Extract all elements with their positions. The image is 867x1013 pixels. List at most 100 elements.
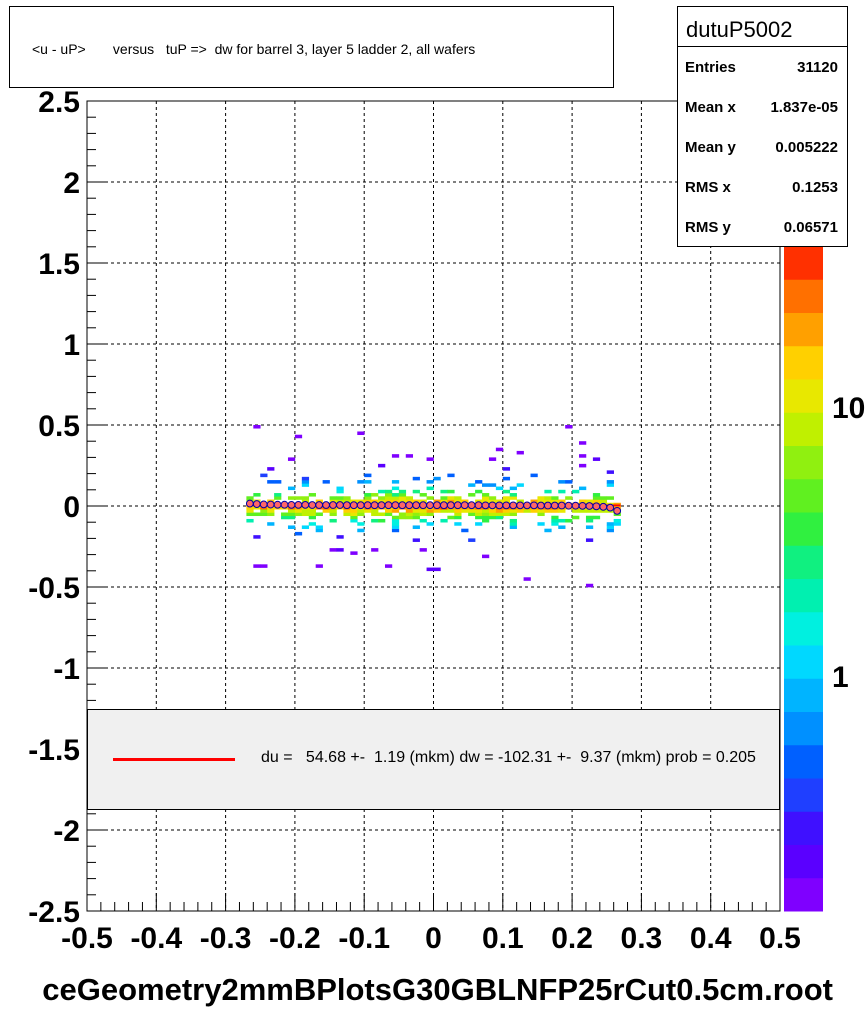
heatmap-cell xyxy=(488,496,497,500)
heatmap-cell xyxy=(336,548,344,552)
profile-point xyxy=(280,500,289,509)
heatmap-cell xyxy=(433,509,441,513)
heatmap-cell xyxy=(558,489,566,494)
heatmap-cell xyxy=(585,538,594,542)
heatmap-cell xyxy=(426,457,434,461)
heatmap-cell xyxy=(426,486,434,491)
heatmap-cell xyxy=(606,522,614,526)
heatmap-cell xyxy=(523,509,531,513)
heatmap-cell xyxy=(315,564,323,568)
heatmap-cell xyxy=(488,515,497,520)
heatmap-cell xyxy=(572,509,580,513)
heatmap-cell xyxy=(405,515,414,520)
heatmap-cell xyxy=(579,463,587,468)
palette-swatch xyxy=(784,811,823,845)
heatmap-cell xyxy=(495,447,504,452)
heatmap-cell xyxy=(405,512,414,517)
heatmap-cell xyxy=(565,496,573,500)
profile-point xyxy=(578,501,587,510)
heatmap-cell xyxy=(308,493,316,497)
heatmap-cell xyxy=(544,496,552,500)
heatmap-cell xyxy=(488,457,497,461)
plot-title-box: <u - uP> versus tuP => dw for barrel 3, … xyxy=(9,6,614,88)
heatmap-cell xyxy=(461,499,469,504)
heatmap-cell xyxy=(585,525,594,529)
heatmap-cell xyxy=(475,515,483,520)
heatmap-cell xyxy=(343,509,351,513)
heatmap-cell xyxy=(343,512,351,517)
x-tick-label: -0.5 xyxy=(61,922,113,955)
heatmap-cell xyxy=(606,496,614,500)
heatmap-cell xyxy=(267,480,275,484)
palette-swatch xyxy=(784,279,823,313)
heatmap-cell xyxy=(267,522,275,526)
heatmap-cell xyxy=(294,512,303,517)
heatmap-cell xyxy=(246,512,254,517)
heatmap-cell xyxy=(350,509,358,513)
heatmap-cell xyxy=(419,518,427,523)
heatmap-cell xyxy=(433,499,441,504)
palette-swatch xyxy=(784,246,823,280)
heatmap-cell xyxy=(468,509,476,513)
heatmap-cell xyxy=(482,493,490,497)
heatmap-cell xyxy=(440,489,448,494)
heatmap-cell xyxy=(281,515,289,520)
heatmap-cell xyxy=(495,515,504,520)
heatmap-cell xyxy=(454,515,462,520)
heatmap-cell xyxy=(558,480,566,484)
heatmap-cell xyxy=(419,499,427,504)
heatmap-cell xyxy=(412,515,420,520)
heatmap-cell xyxy=(281,512,289,517)
heatmap-cell xyxy=(343,496,351,500)
profile-point xyxy=(592,502,601,511)
heatmap-cell xyxy=(454,522,462,526)
heatmap-cell xyxy=(502,496,511,500)
heatmap-cell xyxy=(488,483,497,487)
heatmap-cell xyxy=(391,528,400,533)
heatmap-cell xyxy=(440,518,448,523)
stats-row-rms-y: RMS y 0.06571 xyxy=(678,207,847,247)
heatmap-cell xyxy=(384,489,393,494)
heatmap-cell xyxy=(315,528,323,533)
profile-point xyxy=(543,501,552,510)
heatmap-cell xyxy=(329,496,337,500)
heatmap-cell xyxy=(516,509,524,513)
heatmap-cell xyxy=(551,496,559,500)
heatmap-cell xyxy=(440,496,448,500)
heatmap-cell xyxy=(482,512,490,517)
heatmap-cell xyxy=(384,512,393,517)
x-tick-label: -0.2 xyxy=(269,922,321,955)
heatmap-cell xyxy=(433,567,441,572)
heatmap-cell xyxy=(287,525,296,529)
profile-point xyxy=(266,500,275,509)
heatmap-cell xyxy=(426,522,434,526)
heatmap-cell xyxy=(384,509,393,513)
heatmap-cell xyxy=(329,518,337,523)
profile-point xyxy=(446,501,455,510)
profile-point xyxy=(315,501,324,509)
heatmap-cell xyxy=(364,509,372,513)
profile-point xyxy=(370,501,379,510)
heatmap-cell xyxy=(613,518,621,523)
stats-row-mean-x: Mean x 1.837e-05 xyxy=(678,87,847,127)
palette-swatch xyxy=(784,578,823,613)
heatmap-cell xyxy=(294,496,303,500)
heatmap-cell xyxy=(294,531,303,536)
palette-swatch xyxy=(784,844,823,879)
heatmap-cell xyxy=(592,493,601,497)
heatmap-cell xyxy=(488,499,497,504)
heatmap-cell xyxy=(488,509,497,513)
y-tick-label: -2.5 xyxy=(28,896,80,929)
heatmap-cell xyxy=(565,480,573,484)
heatmap-cell xyxy=(475,480,483,484)
heatmap-cell xyxy=(246,509,254,513)
heatmap-cell xyxy=(391,496,400,500)
heatmap-cell xyxy=(301,512,310,517)
heatmap-cell xyxy=(606,525,614,529)
heatmap-cell xyxy=(412,489,420,494)
heatmap-cell xyxy=(495,509,504,513)
y-tick-label: 0.5 xyxy=(38,410,80,443)
heatmap-cell xyxy=(260,564,268,568)
heatmap-cell xyxy=(336,535,344,539)
heatmap-cell xyxy=(322,509,330,513)
